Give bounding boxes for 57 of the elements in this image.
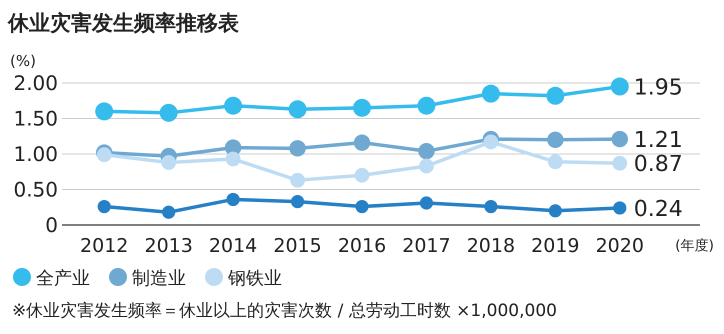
data-label: 1.21 xyxy=(634,128,683,154)
point xyxy=(418,142,435,160)
x-tick-label: 2019 xyxy=(531,235,580,257)
x-tick-label: 2013 xyxy=(144,235,193,257)
point xyxy=(613,201,626,215)
point xyxy=(483,134,498,150)
point xyxy=(353,98,371,117)
point xyxy=(482,84,500,103)
point xyxy=(290,194,304,208)
x-tick-label: 2018 xyxy=(466,235,516,257)
data-label: 1.95 xyxy=(634,76,683,101)
x-tick-label: 2020 xyxy=(596,235,644,257)
y-tick-label: 0.50 xyxy=(13,178,58,202)
point xyxy=(226,152,241,166)
point xyxy=(162,206,176,219)
x-axis-title: (年度) xyxy=(675,238,714,254)
point xyxy=(354,168,370,183)
x-tick-label: 2012 xyxy=(80,235,128,257)
x-tick-label: 2016 xyxy=(338,235,386,257)
x-tick-label: 2014 xyxy=(208,235,258,257)
point xyxy=(417,96,436,115)
y-tick-label: 2.00 xyxy=(13,71,58,95)
x-tick-label: 2015 xyxy=(273,235,322,257)
point xyxy=(224,96,242,115)
point xyxy=(95,102,114,120)
point xyxy=(288,100,307,118)
point xyxy=(290,172,305,188)
point xyxy=(547,132,564,148)
data-label: 0.24 xyxy=(634,196,683,222)
legend-label: 制造业 xyxy=(132,268,186,289)
point xyxy=(612,130,628,148)
point xyxy=(160,104,178,122)
point xyxy=(419,158,434,174)
point xyxy=(548,154,563,170)
y-tick-label: 1.50 xyxy=(13,106,58,130)
y-tick-label: 1.00 xyxy=(13,142,58,166)
point xyxy=(610,78,629,96)
point xyxy=(161,155,176,170)
data-label: 0.87 xyxy=(634,152,683,178)
chart-title: 休业灾害发生频率推移表 xyxy=(7,11,239,35)
x-tick-label: 2017 xyxy=(402,235,451,257)
point xyxy=(289,140,306,157)
legend-label: 全产业 xyxy=(36,268,90,289)
point xyxy=(546,86,564,105)
legend-label: 钢铁业 xyxy=(227,268,282,289)
point xyxy=(548,204,562,218)
y-axis-title: (%) xyxy=(10,52,36,70)
point xyxy=(355,200,369,214)
text: ※休业灾害发生频率＝休业以上的灾害次数 / 总劳动工时数 ×1,000,000 xyxy=(12,301,557,321)
point xyxy=(420,196,434,210)
y-tick-label: 0 xyxy=(45,213,58,237)
point xyxy=(484,200,498,214)
point xyxy=(96,147,112,162)
point xyxy=(226,192,240,206)
point xyxy=(612,156,628,171)
point xyxy=(98,200,111,214)
point xyxy=(354,134,370,151)
